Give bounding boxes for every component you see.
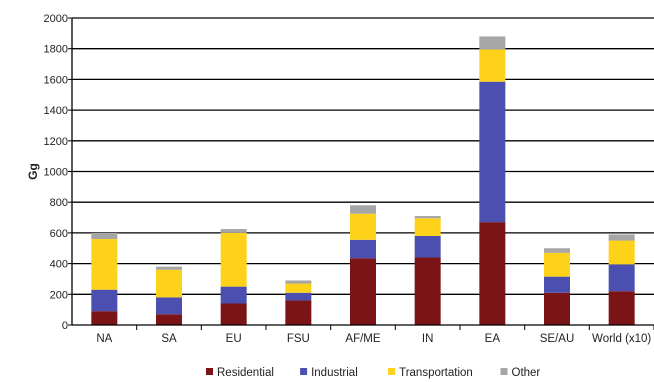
legend-swatch bbox=[500, 368, 508, 375]
y-tick-label: 800 bbox=[50, 197, 68, 209]
bar-segment bbox=[544, 276, 570, 293]
bar-segment bbox=[220, 286, 247, 304]
bar-segment bbox=[220, 232, 247, 287]
y-tick-label: 200 bbox=[50, 289, 68, 301]
x-tick-label: FSU bbox=[287, 333, 310, 345]
bars bbox=[91, 36, 635, 325]
bar-segment bbox=[91, 239, 118, 290]
legend-label: Transportation bbox=[399, 367, 473, 379]
x-tick-label: SA bbox=[161, 333, 177, 345]
x-tick-label: IN bbox=[422, 333, 434, 345]
bar-segment bbox=[91, 232, 118, 240]
bar-segment bbox=[479, 222, 506, 325]
y-tick-label: 0 bbox=[62, 320, 68, 332]
bar-segment bbox=[91, 289, 118, 312]
bar-segment bbox=[156, 269, 182, 298]
bar-segment bbox=[414, 216, 441, 219]
y-tick-label: 1800 bbox=[44, 44, 68, 56]
bar-segment bbox=[608, 234, 635, 241]
bar-segment bbox=[350, 205, 376, 214]
x-tick-label: World (x10) bbox=[592, 333, 651, 345]
bar-segment bbox=[285, 283, 312, 293]
bar-segment bbox=[544, 248, 570, 253]
legend-label: Other bbox=[512, 367, 541, 379]
bar-segment bbox=[220, 229, 247, 233]
y-tick-label: 1400 bbox=[44, 105, 68, 117]
bar-segment bbox=[608, 240, 635, 265]
bar-segment bbox=[479, 81, 506, 223]
legend-swatch bbox=[206, 368, 213, 375]
bar-segment bbox=[479, 49, 506, 82]
y-axis-ticks: 0 200 400 600 800 1000 1200 1400 1600 1800 2000 bbox=[44, 13, 68, 332]
legend: Residential Industrial Transportation Other bbox=[206, 367, 540, 379]
axes bbox=[68, 17, 654, 330]
bar-segment bbox=[285, 280, 312, 284]
bar-segment bbox=[220, 303, 247, 325]
bar-segment bbox=[91, 311, 118, 325]
bar-segment bbox=[350, 239, 376, 259]
legend-swatch bbox=[300, 368, 308, 375]
y-tick-label: 2000 bbox=[44, 13, 68, 25]
x-tick-label: EA bbox=[485, 333, 501, 345]
x-tick-label: EU bbox=[226, 333, 242, 345]
gridlines bbox=[72, 17, 654, 295]
legend-swatch bbox=[388, 368, 396, 375]
bar-segment bbox=[414, 235, 441, 258]
bar-segment bbox=[350, 258, 376, 325]
y-tick-label: 1600 bbox=[44, 74, 68, 86]
y-tick-label: 1000 bbox=[44, 167, 68, 179]
bar-segment bbox=[544, 252, 570, 277]
bar-segment bbox=[414, 257, 441, 325]
x-axis-categories: NA SA EU FSU AF/ME IN EA SE/AU World (x10) bbox=[96, 333, 651, 345]
bar-segment bbox=[479, 36, 506, 50]
y-tick-label: 400 bbox=[50, 259, 68, 271]
legend-label: Industrial bbox=[311, 367, 358, 379]
bar-segment bbox=[350, 213, 376, 240]
bar-segment bbox=[285, 300, 312, 325]
bar-segment bbox=[285, 292, 312, 301]
bar-segment bbox=[156, 297, 182, 315]
y-tick-label: 1200 bbox=[44, 136, 68, 148]
x-tick-label: NA bbox=[96, 333, 112, 345]
bar-segment bbox=[544, 292, 570, 325]
bar-segment bbox=[156, 314, 182, 325]
legend-label: Residential bbox=[217, 367, 274, 379]
bar-segment bbox=[156, 266, 182, 270]
bar-segment bbox=[608, 291, 635, 325]
x-tick-label: SE/AU bbox=[540, 333, 575, 345]
y-tick-label: 600 bbox=[50, 228, 68, 240]
x-tick-label: AF/ME bbox=[345, 333, 380, 345]
bar-segment bbox=[608, 264, 635, 292]
bar-segment bbox=[414, 218, 441, 236]
y-axis-label: Gg bbox=[26, 163, 40, 180]
